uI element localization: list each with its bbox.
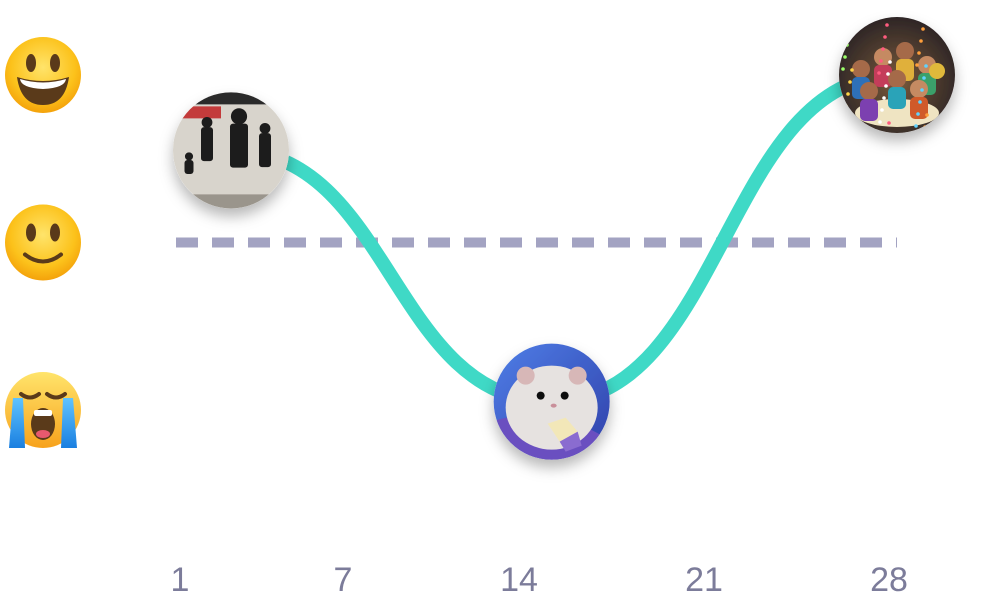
x-axis-ticks: 1 7 14 21 28 xyxy=(171,561,908,599)
loudly-crying-face-emoji xyxy=(5,372,81,448)
x-tick-label: 7 xyxy=(334,561,353,599)
x-tick-label: 21 xyxy=(685,561,723,599)
x-tick-label: 28 xyxy=(870,561,908,599)
x-tick-label: 1 xyxy=(171,561,190,599)
y-axis-emoji-icons xyxy=(5,37,81,448)
data-point-hamster-eating-photo xyxy=(493,343,610,460)
x-tick-label: 14 xyxy=(500,561,538,599)
data-point-band-album-cover-photo xyxy=(173,92,289,209)
slightly-smiling-face-emoji xyxy=(5,204,81,281)
data-points xyxy=(173,17,955,460)
data-point-party-confetti-photo xyxy=(839,17,955,133)
grinning-face-emoji xyxy=(5,37,81,113)
